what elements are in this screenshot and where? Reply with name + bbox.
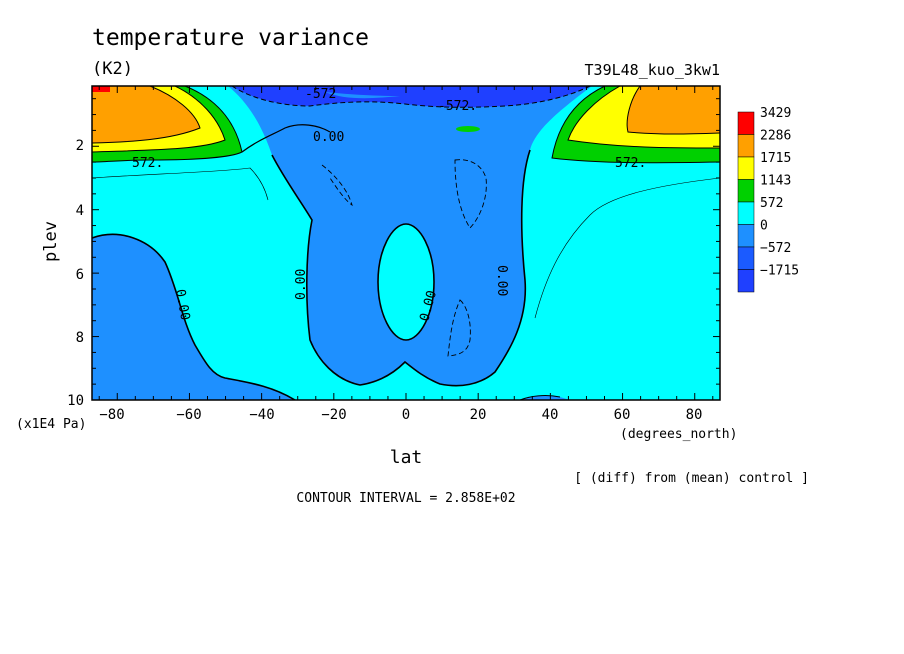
y-tick-label: 8 (76, 330, 84, 346)
x-tick-label: 40 (542, 407, 559, 423)
colorbar-label: 1715 (760, 151, 791, 166)
contour-zero-southwest (92, 233, 296, 400)
contour-zero-upper-left (241, 124, 331, 153)
x-tick-label: 60 (614, 407, 631, 423)
colorbar-swatch (737, 134, 755, 158)
contour-label-neg572-left: -572 (305, 87, 336, 102)
colorbar-swatch (737, 246, 755, 270)
x-tick-label: −20 (321, 407, 346, 423)
contour-left-1143 (92, 86, 226, 153)
x-tick-label: 0 (402, 407, 410, 423)
diff-note: [ (diff) from (mean) control ] (574, 471, 809, 486)
fill-negative-southwest (92, 234, 295, 400)
x-tick-label: 20 (470, 407, 487, 423)
contour-neg-dashed-low (447, 299, 471, 357)
colorbar-swatch (737, 201, 755, 225)
x-tick-label: −60 (176, 407, 201, 423)
contour-lines (92, 86, 720, 400)
colorbar: 3429 2286 1715 1143 572 0 −572 −1715 (737, 106, 799, 293)
fill-left-1715 (92, 86, 200, 143)
fill-small-green (456, 126, 480, 132)
colorbar-swatch (737, 179, 755, 203)
x-tick-label: −40 (249, 407, 274, 423)
contour-label-572-left: 572. (132, 156, 163, 171)
colorbar-swatch (737, 224, 755, 248)
contour-thin-left (92, 167, 269, 201)
plot-area: -572 -572. 0.00 0.00 0.00 0.00 0.00 572.… (92, 86, 720, 400)
contour-label-zero-mid-vertical: 0.00 (294, 269, 309, 300)
colorbar-label: 2286 (760, 129, 791, 144)
colorbar-swatch (737, 156, 755, 180)
contour-label-zero-right-vertical: 0.00 (494, 265, 509, 296)
y-axis-label: plev (41, 221, 61, 262)
y-axis-units: (x1E4 Pa) (16, 417, 86, 432)
chart-units: (K2) (92, 59, 133, 79)
run-label: T39L48_kuo_3kw1 (585, 61, 720, 79)
contour-label-zero-left-vertical: 0.00 (172, 288, 192, 321)
contour-left-1715 (92, 86, 201, 144)
x-axis-units: (degrees_north) (620, 427, 737, 442)
contour-label-572-right: 572. (615, 156, 646, 171)
y-tick-label: 4 (76, 203, 84, 219)
contour-bottom-bump (519, 395, 561, 400)
contour-neg-dashed-left (321, 164, 353, 207)
x-tick-label: −80 (99, 407, 124, 423)
fill-left-2286 (92, 86, 110, 92)
fill-inner-zero (378, 224, 434, 340)
y-tick-labels: 2 4 6 8 10 (67, 138, 84, 409)
fill-strong-negative-top (232, 86, 590, 108)
contour-right-1143 (567, 86, 720, 149)
contour-thin-right (534, 177, 720, 319)
x-tick-labels: −80 −60 −40 −20 0 20 40 60 80 (99, 407, 702, 423)
fill-negative-gap (325, 92, 400, 99)
contour-zero-inner (377, 223, 435, 341)
contour-right-1715 (626, 86, 720, 135)
fill-right-1715 (627, 86, 720, 134)
contour-interval: CONTOUR INTERVAL = 2.858E+02 (296, 491, 515, 506)
contour-label-zero-top: 0.00 (313, 130, 344, 145)
y-tick-label: 10 (67, 393, 84, 409)
y-tick-label: 6 (76, 267, 84, 283)
contour-neg-dashed-right (454, 159, 487, 229)
contour-label-neg572-right: -572. (438, 99, 477, 114)
x-axis-label: lat (390, 447, 423, 468)
colorbar-label: 572 (760, 196, 783, 211)
axis-ticks (92, 86, 720, 401)
colorbar-swatch (737, 111, 755, 135)
colorbar-label: 1143 (760, 174, 791, 189)
colorbar-swatch (737, 269, 755, 293)
contour-neg-top (231, 86, 591, 108)
y-tick-label: 2 (76, 138, 84, 154)
colorbar-label: −572 (760, 241, 791, 256)
chart-title: temperature variance (92, 25, 369, 51)
colorbar-label: 0 (760, 219, 768, 234)
colorbar-label: 3429 (760, 106, 791, 121)
contour-left-572 (92, 86, 243, 163)
x-tick-label: 80 (686, 407, 703, 423)
colorbar-label: −1715 (760, 264, 799, 279)
contour-zero-central (271, 149, 531, 387)
contour-right-572 (551, 86, 720, 164)
